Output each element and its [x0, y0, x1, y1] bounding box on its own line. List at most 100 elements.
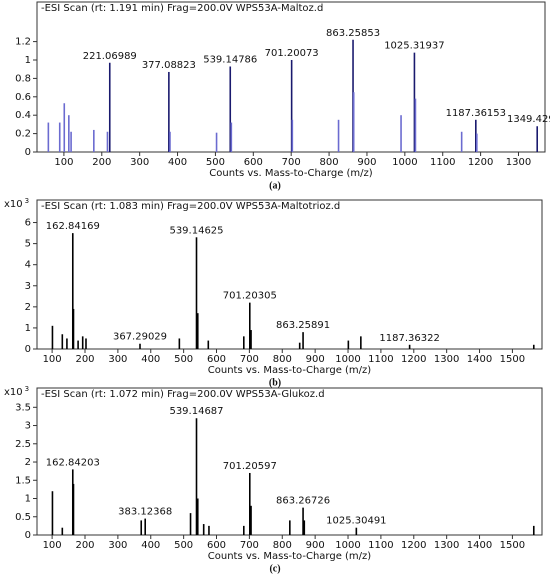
x-tick-label: 500 [174, 540, 193, 551]
x-tick-label: 500 [206, 157, 225, 168]
peak-label: 1025.30491 [326, 516, 386, 527]
x-tick-label: 200 [92, 157, 111, 168]
y-tick-label: 0.4 [15, 110, 31, 121]
x-tick-label: 300 [108, 540, 127, 551]
panel: -ESI Scan (rt: 1.191 min) Frag=200.0V WP… [15, 1, 550, 191]
peak-label: 701.20073 [265, 48, 319, 59]
x-tick-label: 1400 [467, 354, 492, 365]
x-tick-label: 300 [108, 354, 127, 365]
x-tick-label: 600 [244, 157, 263, 168]
x-tick-label: 800 [273, 354, 292, 365]
panel-title: -ESI Scan (rt: 1.072 min) Frag=200.0V WP… [41, 389, 325, 400]
peak-label: 377.08823 [142, 60, 196, 71]
y-tick-label: 4 [25, 260, 31, 271]
x-axis-label: Counts vs. Mass-to-Charge (m/z) [209, 168, 373, 179]
x-tick-label: 100 [43, 354, 62, 365]
peak-label: 863.25853 [326, 28, 380, 39]
x-tick-label: 400 [141, 354, 160, 365]
x-tick-label: 600 [207, 354, 226, 365]
caption: (c) [269, 563, 280, 574]
peak-label: 221.06989 [83, 51, 137, 62]
y-tick-label: 0 [25, 530, 31, 541]
peak-label: 162.84203 [46, 457, 100, 468]
x-tick-label: 600 [207, 540, 226, 551]
y-scale-exp: 3 [25, 385, 29, 393]
x-tick-label: 1000 [335, 540, 360, 551]
x-tick-label: 1200 [401, 540, 426, 551]
x-tick-label: 1100 [368, 354, 393, 365]
y-tick-label: 0.5 [15, 512, 31, 523]
x-tick-label: 1000 [335, 354, 360, 365]
y-tick-label: 2 [25, 302, 31, 313]
x-tick-label: 1100 [430, 157, 455, 168]
y-tick-label: 0 [25, 147, 31, 158]
x-tick-label: 900 [306, 540, 325, 551]
x-tick-label: 1400 [467, 540, 492, 551]
y-scale-label: x10 3 [4, 197, 29, 210]
peak-label: 367.29029 [113, 332, 167, 343]
y-tick-label: 3.5 [15, 402, 31, 413]
plot-frame [36, 199, 543, 350]
x-axis-label: Counts vs. Mass-to-Charge (m/z) [208, 365, 372, 376]
x-tick-label: 200 [75, 354, 94, 365]
y-tick-label: 6 [25, 218, 31, 229]
x-tick-label: 1200 [401, 354, 426, 365]
y-tick-label: 1 [25, 55, 31, 66]
x-tick-label: 1100 [368, 540, 393, 551]
x-tick-label: 100 [54, 157, 73, 168]
x-axis-label: Counts vs. Mass-to-Charge (m/z) [208, 551, 372, 562]
peak-label: 1349.42977 [507, 114, 550, 125]
y-tick-label: 1 [25, 494, 31, 505]
panel: -ESI Scan (rt: 1.072 min) Frag=200.0V WP… [4, 385, 543, 574]
caption: (b) [269, 377, 281, 388]
peak-label: 539.14625 [169, 225, 223, 236]
y-tick-label: 0.8 [15, 73, 31, 84]
y-tick-label: 5 [25, 239, 31, 250]
x-tick-label: 1200 [468, 157, 493, 168]
y-tick-label: 0 [25, 344, 31, 355]
x-tick-label: 900 [357, 157, 376, 168]
y-tick-label: 0.2 [15, 129, 31, 140]
peak-label: 701.20597 [223, 461, 277, 472]
x-tick-label: 800 [273, 540, 292, 551]
x-tick-label: 400 [141, 540, 160, 551]
peak-label: 1187.36322 [379, 333, 439, 344]
x-tick-label: 1500 [500, 540, 525, 551]
panel-title: -ESI Scan (rt: 1.083 min) Frag=200.0V WP… [41, 201, 340, 212]
x-tick-label: 500 [174, 354, 193, 365]
x-tick-label: 700 [240, 354, 259, 365]
x-tick-label: 400 [168, 157, 187, 168]
x-tick-label: 1300 [434, 540, 459, 551]
y-tick-label: 0.6 [15, 92, 31, 103]
peak-label: 162.84169 [46, 221, 100, 232]
x-tick-label: 200 [75, 540, 94, 551]
y-tick-label: 1.2 [15, 37, 31, 48]
x-tick-label: 800 [320, 157, 339, 168]
peak-label: 383.12368 [118, 507, 172, 518]
y-scale-base: x10 [4, 387, 23, 398]
peak-label: 1187.36153 [446, 108, 506, 119]
x-tick-label: 100 [43, 540, 62, 551]
x-tick-label: 300 [130, 157, 149, 168]
peak-label: 1025.31937 [384, 41, 444, 52]
x-tick-label: 700 [240, 540, 259, 551]
y-scale-label: x10 3 [4, 385, 29, 398]
x-tick-label: 1000 [392, 157, 417, 168]
x-tick-label: 1300 [506, 157, 531, 168]
panel-title: -ESI Scan (rt: 1.191 min) Frag=200.0V WP… [41, 3, 323, 14]
peak-label: 863.25891 [276, 320, 330, 331]
x-tick-label: 1300 [434, 354, 459, 365]
y-tick-label: 1.5 [15, 475, 31, 486]
caption: (a) [269, 180, 281, 191]
panel: -ESI Scan (rt: 1.083 min) Frag=200.0V WP… [4, 197, 543, 388]
plot-frame [36, 387, 543, 536]
y-tick-label: 3 [25, 421, 31, 432]
y-scale-exp: 3 [25, 197, 29, 205]
peak-label: 863.26726 [276, 496, 330, 507]
y-tick-label: 2.5 [15, 439, 31, 450]
y-tick-label: 1 [25, 323, 31, 334]
y-tick-label: 2 [25, 457, 31, 468]
peak-label: 539.14786 [203, 54, 257, 65]
peak-label: 701.20305 [223, 291, 277, 302]
